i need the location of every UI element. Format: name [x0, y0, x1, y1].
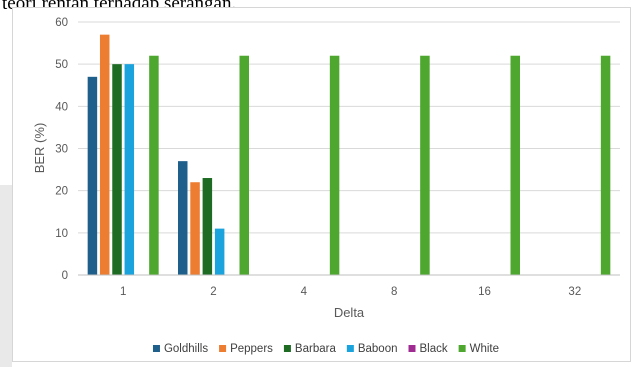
bars [87, 34, 611, 276]
y-axis-title: BER (%) [32, 123, 47, 174]
legend-label: Barbara [295, 343, 337, 355]
bar-peppers-2 [190, 182, 200, 275]
x-axis-title: Delta [334, 305, 365, 320]
x-tick-label: 4 [301, 286, 308, 298]
legend-label: Baboon [358, 343, 398, 355]
y-tick-label: 30 [55, 144, 68, 156]
legend: Goldhills Peppers Barbara Baboon Black White [152, 343, 499, 355]
legend-label: White [470, 343, 499, 355]
bar-peppers-1 [99, 34, 110, 276]
bar-white-16 [510, 55, 520, 275]
x-tick-label: 32 [568, 286, 581, 298]
legend-item-white: White [458, 343, 499, 355]
bar-white-2 [239, 55, 249, 275]
bar-white-1 [149, 55, 159, 275]
legend-swatch [283, 345, 291, 352]
y-tick-label: 40 [55, 101, 68, 113]
bar-baboon-2 [214, 228, 225, 275]
y-tick-labels: 0 10 20 30 40 50 60 [55, 17, 68, 282]
legend-item-baboon: Baboon [346, 343, 398, 355]
legend-item-black: Black [408, 343, 448, 355]
legend-swatch [219, 345, 227, 352]
legend-label: Black [420, 343, 448, 355]
legend-item-barbara: Barbara [283, 343, 337, 355]
bar-barbara-1 [112, 64, 122, 276]
x-tick-label: 16 [478, 286, 491, 298]
y-tick-label: 10 [55, 228, 68, 240]
gridlines [78, 21, 620, 234]
bar-goldhills-2 [178, 161, 188, 275]
x-tick-label: 2 [210, 286, 216, 298]
y-tick-label: 60 [55, 17, 68, 29]
y-tick-label: 20 [55, 186, 68, 198]
y-tick-label: 0 [62, 270, 68, 282]
bar-barbara-2 [202, 178, 213, 275]
x-tick-label: 8 [391, 286, 397, 298]
legend-item-goldhills: Goldhills [152, 343, 208, 355]
legend-swatch [458, 345, 466, 352]
page-margin-shade [0, 185, 12, 367]
bar-goldhills-1 [87, 76, 98, 275]
legend-label: Peppers [230, 343, 273, 355]
legend-swatch [346, 345, 354, 352]
legend-label: Goldhills [164, 343, 208, 355]
x-tick-labels: 1 2 4 8 16 32 [120, 286, 581, 298]
y-tick-label: 50 [55, 59, 68, 71]
bar-white-8 [420, 55, 430, 275]
legend-swatch [152, 345, 160, 352]
legend-swatch [408, 345, 416, 352]
bar-white-4 [329, 55, 340, 275]
legend-item-peppers: Peppers [219, 343, 273, 355]
bar-white-32 [600, 55, 611, 275]
x-tick-label: 1 [120, 286, 126, 298]
bar-baboon-1 [124, 64, 135, 276]
